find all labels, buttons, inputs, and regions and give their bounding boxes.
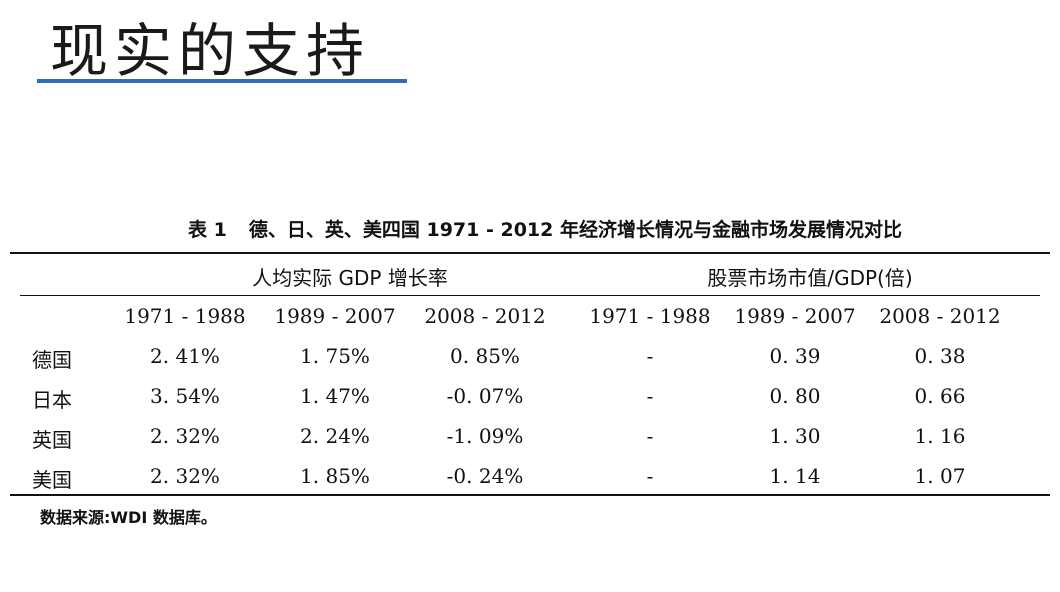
- table-cell: -: [646, 384, 654, 408]
- slide-title: 现实的支持: [50, 17, 371, 85]
- period-header: 1971 - 1988: [124, 304, 246, 328]
- table-cell: 1. 16: [914, 424, 966, 448]
- table-cell: 2. 32%: [150, 424, 220, 448]
- table-cell: 0. 66: [914, 384, 966, 408]
- table-row: 日本 3. 54% 1. 47% -0. 07% - 0. 80 0. 66: [0, 384, 1060, 424]
- table-row: 英国 2. 32% 2. 24% -1. 09% - 1. 30 1. 16: [0, 424, 1060, 464]
- table-cell: 2. 24%: [300, 424, 370, 448]
- table-cell: 1. 30: [769, 424, 821, 448]
- title-underline: [37, 79, 407, 83]
- table-header-rule: [20, 295, 1040, 296]
- country-label: 英国: [32, 428, 72, 452]
- table-cell: 1. 85%: [300, 464, 370, 488]
- table-cell: 1. 07: [914, 464, 966, 488]
- period-header: 1971 - 1988: [589, 304, 711, 328]
- table-cell: -: [646, 344, 654, 368]
- group-header-market-cap: 股票市场市值/GDP(倍): [707, 266, 913, 290]
- period-header: 2008 - 2012: [424, 304, 546, 328]
- table-cell: -1. 09%: [446, 424, 524, 448]
- table-cell: 0. 39: [769, 344, 821, 368]
- table-row: 美国 2. 32% 1. 85% -0. 24% - 1. 14 1. 07: [0, 464, 1060, 504]
- period-header: 1989 - 2007: [274, 304, 396, 328]
- table-bottom-rule: [10, 494, 1050, 496]
- table-cell: 2. 41%: [150, 344, 220, 368]
- table-cell: 1. 14: [769, 464, 821, 488]
- table-cell: 0. 38: [914, 344, 966, 368]
- table-cell: 0. 80: [769, 384, 821, 408]
- table-caption-text: 德、日、英、美四国 1971 - 2012 年经济增长情况与金融市场发展情况对比: [248, 219, 902, 241]
- group-header-gdp: 人均实际 GDP 增长率: [252, 266, 448, 290]
- table-cell: 2. 32%: [150, 464, 220, 488]
- table-row: 德国 2. 41% 1. 75% 0. 85% - 0. 39 0. 38: [0, 344, 1060, 384]
- table-cell: 1. 75%: [300, 344, 370, 368]
- table-cell: 0. 85%: [450, 344, 520, 368]
- table-cell: -0. 07%: [446, 384, 524, 408]
- period-header: 2008 - 2012: [879, 304, 1001, 328]
- country-label: 日本: [32, 388, 72, 412]
- table-number: 表 1: [188, 219, 227, 241]
- table-top-rule: [10, 252, 1050, 254]
- country-label: 德国: [32, 348, 72, 372]
- table-cell: 1. 47%: [300, 384, 370, 408]
- period-header: 1989 - 2007: [734, 304, 856, 328]
- table-cell: -0. 24%: [446, 464, 524, 488]
- table-source-note: 数据来源:WDI 数据库。: [40, 508, 217, 527]
- table-cell: -: [646, 464, 654, 488]
- table-cell: -: [646, 424, 654, 448]
- table-cell: 3. 54%: [150, 384, 220, 408]
- country-label: 美国: [32, 468, 72, 492]
- table-caption: 表 1 德、日、英、美四国 1971 - 2012 年经济增长情况与金融市场发展情…: [0, 215, 1060, 242]
